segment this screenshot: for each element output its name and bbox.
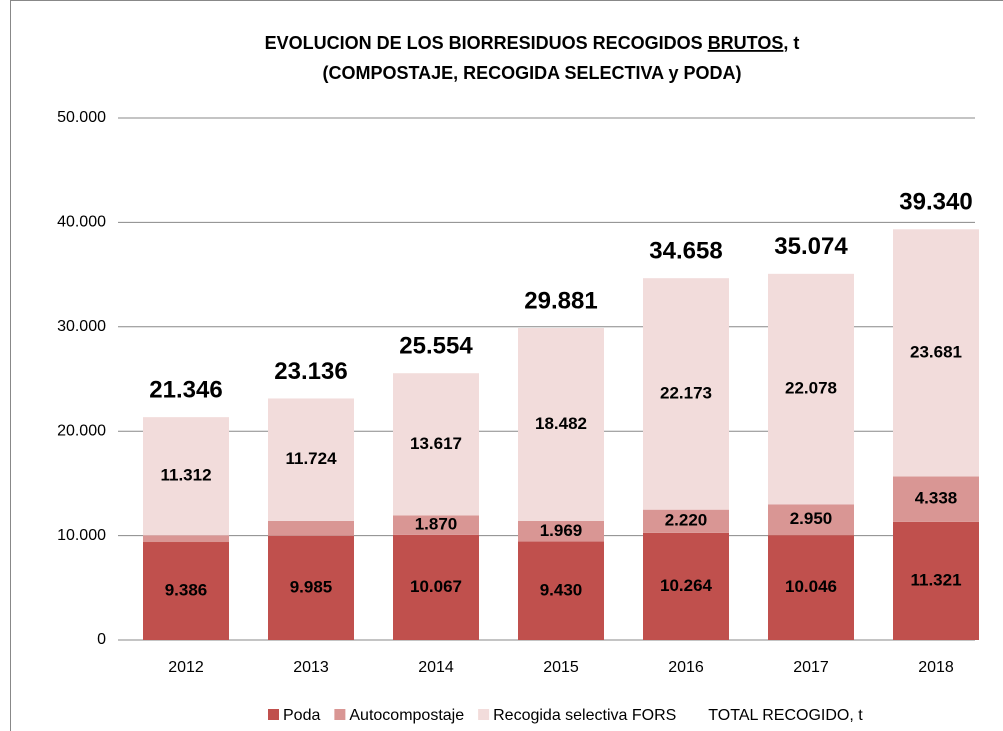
bar-segment — [643, 278, 729, 510]
data-label: 9.985 — [290, 577, 333, 596]
data-label: 23.681 — [910, 342, 962, 361]
y-tick-label: 50.000 — [57, 109, 106, 126]
bar-segment — [143, 535, 229, 543]
total-label: 34.658 — [649, 238, 722, 265]
y-tick-label: 40.000 — [57, 214, 106, 231]
legend-label: Poda — [283, 707, 320, 724]
x-tick-label: 2017 — [793, 659, 829, 676]
bar-segment — [393, 534, 479, 640]
data-label: 11.724 — [285, 449, 337, 468]
x-tick-label: 2013 — [293, 659, 329, 676]
total-label: 29.881 — [524, 287, 597, 314]
legend-label: Recogida selectiva FORS — [493, 707, 676, 724]
bar-segment — [393, 515, 479, 535]
x-tick-label: 2012 — [168, 659, 204, 676]
bar-segment — [143, 542, 229, 640]
y-tick-label: 20.000 — [57, 422, 106, 439]
bar-segment — [393, 373, 479, 516]
chart-title: EVOLUCION DE LOS BIORRESIDUOS RECOGIDOS … — [265, 33, 800, 53]
bar-segment — [768, 273, 854, 505]
legend-label: Autocompostaje — [349, 707, 464, 724]
total-label: 35.074 — [774, 233, 848, 260]
data-label: 10.067 — [410, 577, 462, 596]
total-label: 25.554 — [399, 333, 473, 360]
title-part: , t — [783, 33, 799, 53]
title-part: BRUTOS — [708, 33, 784, 53]
bar-segment — [643, 532, 729, 640]
total-label: 21.346 — [149, 376, 222, 403]
x-tick-label: 2015 — [543, 659, 579, 676]
bar-segment — [268, 535, 354, 640]
chart-border — [10, 0, 1003, 731]
bar-segment — [143, 417, 229, 536]
data-label: 11.312 — [160, 466, 211, 485]
bar-segment — [518, 328, 604, 521]
bar-segment — [893, 476, 979, 522]
total-label: 23.136 — [274, 358, 347, 385]
data-label: 9.386 — [165, 580, 208, 599]
legend-label: TOTAL RECOGIDO, t — [708, 707, 863, 724]
bar-segment — [768, 504, 854, 536]
data-label: 22.173 — [660, 383, 712, 402]
data-label: 10.264 — [660, 576, 713, 595]
legend-swatch — [478, 709, 490, 720]
y-tick-label: 10.000 — [57, 527, 106, 544]
x-tick-label: 2016 — [668, 659, 704, 676]
bar-segment — [518, 520, 604, 542]
legend-swatch — [334, 709, 346, 720]
data-label: 10.046 — [785, 577, 837, 596]
y-tick-label: 30.000 — [57, 318, 106, 335]
data-label: 2.950 — [790, 509, 833, 528]
total-label: 39.340 — [899, 189, 972, 216]
data-label: 9.430 — [540, 580, 583, 599]
chart-subtitle: (COMPOSTAJE, RECOGIDA SELECTIVA y PODA) — [322, 63, 741, 83]
data-label: 2.220 — [665, 511, 708, 530]
bar-segment — [518, 541, 604, 640]
data-label: 1.870 — [415, 515, 458, 534]
bar-segment — [643, 509, 729, 533]
data-label: 1.969 — [540, 521, 583, 540]
title-part: EVOLUCION DE LOS BIORRESIDUOS RECOGIDOS — [265, 33, 708, 53]
data-label: 13.617 — [410, 434, 462, 453]
x-tick-label: 2018 — [918, 659, 954, 676]
bar-segment — [768, 535, 854, 640]
data-label: 22.078 — [785, 379, 837, 398]
x-tick-label: 2014 — [418, 659, 454, 676]
legend-swatch — [268, 709, 279, 720]
bar-segment — [268, 520, 354, 536]
y-tick-label: 0 — [97, 631, 106, 648]
data-label: 4.338 — [915, 489, 958, 508]
bar-segment — [893, 521, 979, 640]
bar-segment — [893, 229, 979, 477]
bar-segment — [268, 398, 354, 521]
data-label: 11.321 — [910, 570, 961, 589]
data-label: 18.482 — [535, 414, 587, 433]
